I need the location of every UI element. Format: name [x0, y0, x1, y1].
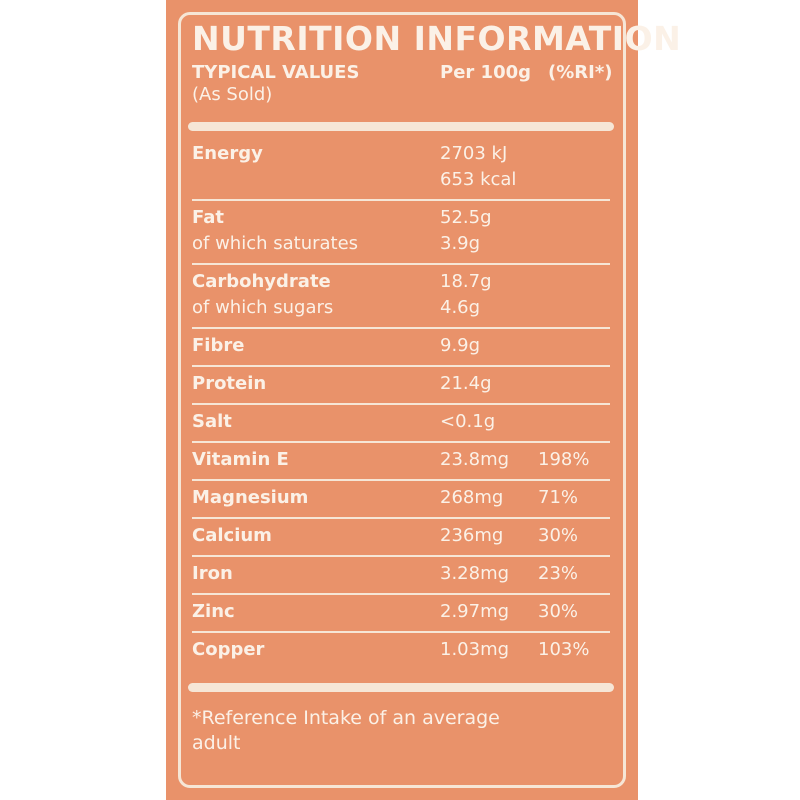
- nutrient-table: Energy 2703 kJ 653 kcal Fat of which sat…: [192, 137, 610, 669]
- nutrient-name: Protein: [192, 373, 267, 394]
- nutrient-row-protein: Protein 21.4g: [192, 367, 610, 405]
- nutrient-value: 653 kcal: [440, 169, 517, 190]
- ri-header: (%RI*): [548, 62, 613, 83]
- nutrient-value: 2.97mg: [440, 601, 510, 622]
- top-divider: [188, 122, 614, 131]
- typical-values-header: TYPICAL VALUES (As Sold): [192, 62, 359, 106]
- nutrient-value: 268mg: [440, 487, 504, 508]
- nutrient-ri: 198%: [538, 449, 590, 470]
- nutrient-name: Fat: [192, 207, 224, 228]
- nutrient-row-iron: Iron 3.28mg 23%: [192, 557, 610, 595]
- nutrient-row-fat: Fat of which saturates 52.5g 3.9g: [192, 201, 610, 265]
- nutrient-value: 3.28mg: [440, 563, 510, 584]
- nutrient-name: Energy: [192, 143, 263, 164]
- nutrient-row-calcium: Calcium 236mg 30%: [192, 519, 610, 557]
- nutrient-name: Zinc: [192, 601, 235, 622]
- nutrient-name: Vitamin E: [192, 449, 289, 470]
- nutrient-value: 18.7g: [440, 271, 492, 292]
- as-sold-label: (As Sold): [192, 84, 273, 105]
- nutrient-ri: 71%: [538, 487, 579, 508]
- label-title: NUTRITION INFORMATION: [192, 19, 682, 58]
- nutrient-row-vitamin-e: Vitamin E 23.8mg 198%: [192, 443, 610, 481]
- nutrient-ri: 30%: [538, 601, 579, 622]
- nutrient-row-copper: Copper 1.03mg 103%: [192, 633, 610, 669]
- label-border: [178, 12, 626, 788]
- nutrient-row-fibre: Fibre 9.9g: [192, 329, 610, 367]
- nutrient-row-magnesium: Magnesium 268mg 71%: [192, 481, 610, 519]
- nutrient-ri: 23%: [538, 563, 579, 584]
- nutrient-ri: 30%: [538, 525, 579, 546]
- nutrient-subname: of which sugars: [192, 297, 334, 318]
- nutrient-value: 3.9g: [440, 233, 481, 254]
- nutrient-name: Salt: [192, 411, 232, 432]
- nutrient-row-carbohydrate: Carbohydrate of which sugars 18.7g 4.6g: [192, 265, 610, 329]
- typical-values-label: TYPICAL VALUES: [192, 62, 360, 83]
- nutrient-ri: 103%: [538, 639, 590, 660]
- nutrient-value: 23.8mg: [440, 449, 510, 470]
- nutrient-row-salt: Salt <0.1g: [192, 405, 610, 443]
- nutrient-name: Iron: [192, 563, 233, 584]
- nutrient-value: <0.1g: [440, 411, 496, 432]
- nutrient-name: Copper: [192, 639, 265, 660]
- nutrient-value: 1.03mg: [440, 639, 510, 660]
- per-100g-header: Per 100g: [440, 62, 532, 83]
- nutrient-value: 21.4g: [440, 373, 492, 394]
- nutrient-value: 9.9g: [440, 335, 481, 356]
- nutrient-name: Fibre: [192, 335, 245, 356]
- nutrient-value: 2703 kJ: [440, 143, 508, 164]
- nutrient-name: Calcium: [192, 525, 272, 546]
- nutrient-name: Carbohydrate: [192, 271, 331, 292]
- nutrient-value: 52.5g: [440, 207, 492, 228]
- reference-intake-footnote: *Reference Intake of an average adult: [192, 707, 500, 754]
- nutrient-value: 4.6g: [440, 297, 481, 318]
- nutrient-row-zinc: Zinc 2.97mg 30%: [192, 595, 610, 633]
- nutrient-value: 236mg: [440, 525, 504, 546]
- nutrient-row-energy: Energy 2703 kJ 653 kcal: [192, 137, 610, 201]
- bottom-divider: [188, 683, 614, 692]
- nutrition-label: NUTRITION INFORMATION TYPICAL VALUES (As…: [166, 0, 682, 800]
- nutrient-subname: of which saturates: [192, 233, 359, 254]
- nutrient-name: Magnesium: [192, 487, 309, 508]
- column-header: TYPICAL VALUES (As Sold) Per 100g (%RI*): [192, 60, 613, 112]
- label-content: NUTRITION INFORMATION TYPICAL VALUES (As…: [188, 18, 682, 756]
